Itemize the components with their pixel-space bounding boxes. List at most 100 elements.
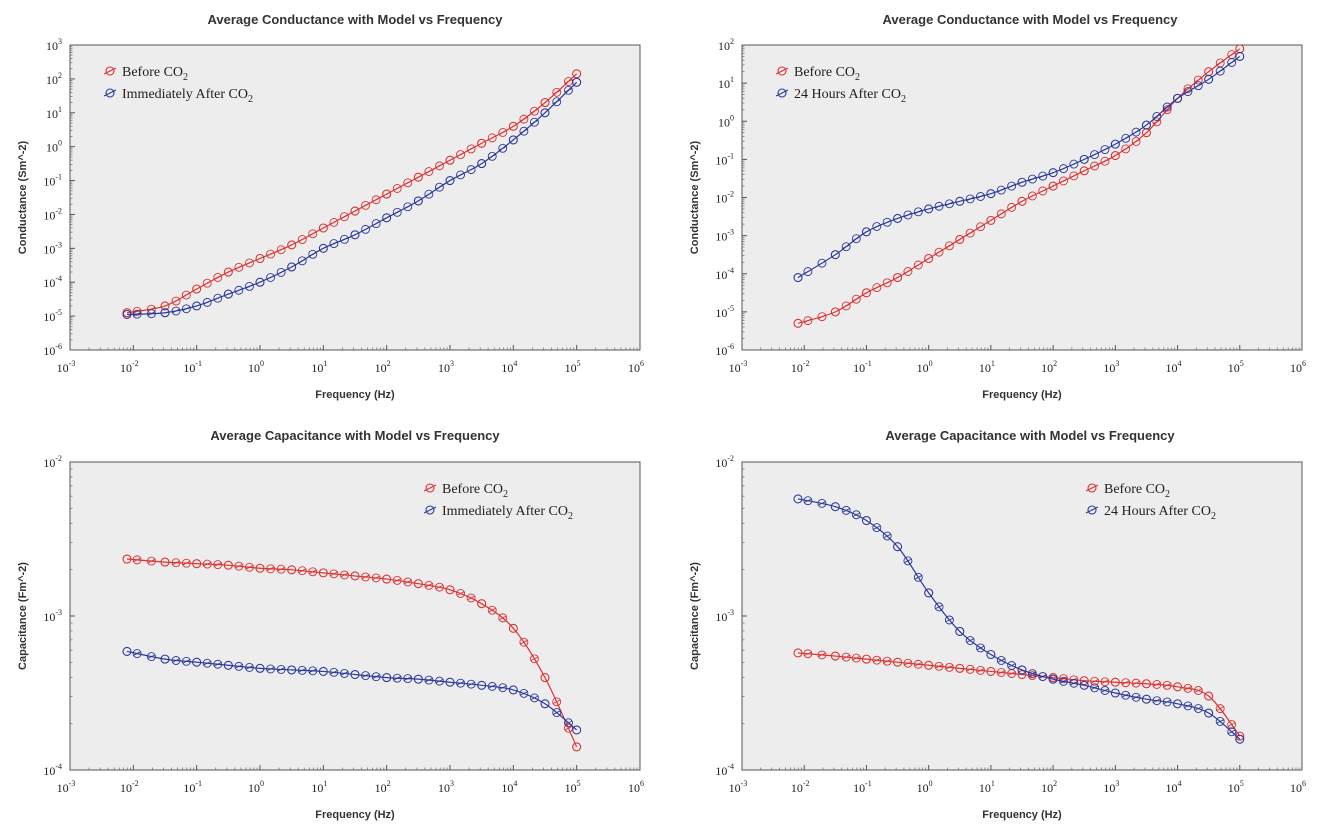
data-marker: [371, 672, 381, 682]
model-marker: [488, 153, 497, 159]
model-marker: [965, 230, 975, 236]
model-marker: [872, 525, 882, 530]
data-point: [955, 234, 965, 244]
y-tick-label: 10-3: [715, 228, 734, 244]
data-point: [1141, 694, 1151, 704]
model-marker: [945, 243, 954, 249]
x-axis-label: Frequency (Hz): [315, 809, 395, 821]
model-marker: [1069, 677, 1079, 683]
model-marker: [1090, 685, 1099, 691]
model-marker: [1100, 158, 1110, 164]
data-marker: [841, 301, 851, 311]
legend-marker: [1087, 505, 1097, 515]
data-marker: [1121, 133, 1131, 143]
model-marker: [1121, 692, 1130, 698]
data-point: [287, 262, 297, 272]
model-marker: [424, 677, 434, 683]
x-tick-label: 106: [628, 779, 644, 795]
model-marker: [914, 661, 923, 667]
legend: Before CO2 24 Hours After CO2: [1085, 482, 1216, 522]
y-tick-label: 10-2: [43, 454, 62, 470]
y-tick-label: 10-2: [43, 206, 62, 222]
y-tick-label: 10-3: [715, 608, 734, 624]
data-marker: [1183, 87, 1193, 97]
data-point: [192, 284, 202, 294]
x-tick-label: 103: [438, 779, 454, 795]
data-marker: [498, 128, 508, 137]
data-marker: [1038, 171, 1048, 181]
data-marker: [1038, 672, 1048, 681]
model-marker: [1162, 107, 1172, 113]
data-point: [477, 138, 487, 148]
model-marker: [1069, 161, 1079, 167]
data-point: [1173, 93, 1183, 103]
model-marker: [329, 219, 339, 225]
data-point: [793, 648, 803, 658]
y-tick-label: 10-4: [43, 274, 62, 290]
model-marker: [203, 299, 212, 305]
data-marker: [817, 498, 827, 508]
data-marker: [456, 170, 466, 180]
data-point: [192, 301, 202, 311]
model-marker: [171, 298, 181, 304]
legend-label: Immediately After CO2: [122, 87, 253, 105]
data-point: [1204, 691, 1214, 701]
data-marker: [841, 652, 851, 662]
data-marker: [872, 523, 882, 533]
data-marker: [529, 106, 539, 116]
data-point: [122, 646, 132, 656]
model-marker: [1162, 682, 1172, 688]
data-marker: [1059, 676, 1068, 686]
data-point: [861, 654, 871, 664]
x-tick-label: 102: [375, 359, 391, 375]
model-marker: [519, 116, 529, 122]
x-tick-label: 101: [311, 779, 327, 795]
data-marker: [308, 666, 318, 676]
y-tick-label: 10-2: [715, 454, 734, 470]
legend-marker: [105, 88, 115, 98]
model-marker: [456, 172, 465, 178]
data-point: [445, 176, 455, 186]
model-marker: [903, 212, 913, 218]
data-marker: [882, 278, 892, 288]
data-point: [318, 666, 328, 676]
model-marker: [817, 500, 827, 506]
data-point: [445, 155, 455, 165]
data-point: [1079, 676, 1089, 686]
model-marker: [872, 224, 882, 229]
series-line: [797, 498, 1241, 740]
data-marker: [1059, 176, 1068, 186]
model-marker: [1069, 173, 1079, 179]
legend-line: [103, 89, 117, 97]
model-marker: [1059, 678, 1068, 684]
data-marker: [1007, 181, 1017, 191]
model-marker: [1227, 52, 1236, 58]
data-point: [540, 98, 550, 108]
model-marker: [266, 566, 275, 572]
data-marker: [1131, 136, 1141, 146]
data-marker: [934, 661, 944, 671]
data-marker: [903, 556, 913, 566]
model-marker: [329, 241, 339, 246]
data-point: [192, 657, 202, 667]
x-axis-label: Frequency (Hz): [982, 809, 1062, 821]
data-point: [350, 206, 360, 216]
data-point: [924, 660, 934, 670]
x-tick-label: 10-3: [729, 779, 748, 795]
data-point: [382, 574, 392, 584]
data-marker: [487, 133, 497, 143]
model-marker: [1090, 163, 1099, 169]
data-marker: [851, 234, 861, 244]
data-marker: [276, 267, 286, 277]
data-marker: [297, 566, 307, 576]
plot-content: [122, 69, 582, 319]
series-line: [797, 652, 1241, 737]
model-marker: [435, 678, 444, 684]
model-marker: [340, 214, 349, 220]
x-tick-label: 104: [501, 359, 517, 375]
data-marker: [456, 678, 466, 688]
data-point: [1110, 139, 1120, 149]
x-tick-label: 105: [1228, 359, 1244, 375]
data-point: [255, 563, 265, 573]
data-marker: [361, 572, 371, 582]
